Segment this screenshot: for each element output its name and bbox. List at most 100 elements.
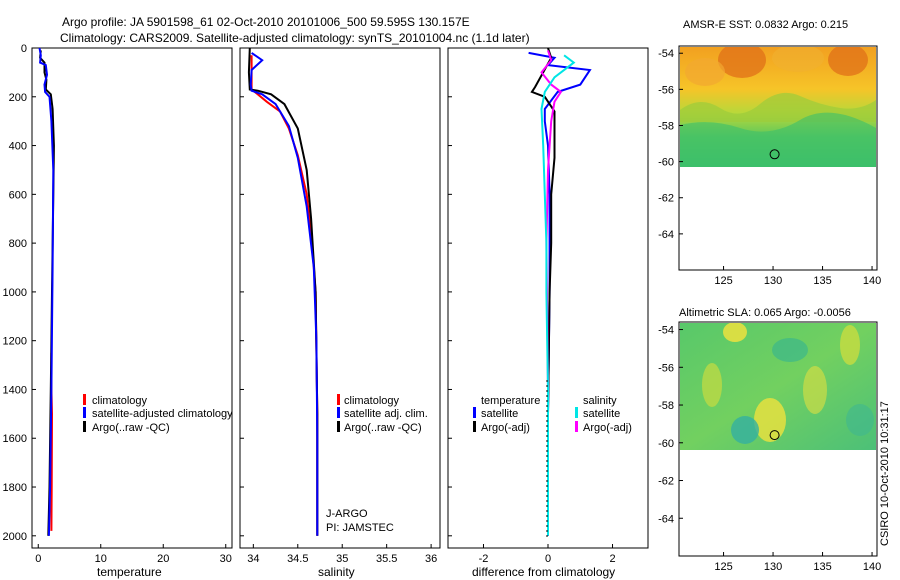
legend-title-salinity: salinity [583,395,617,407]
legend-swatch-satellite-adj [337,407,340,418]
series-line-temperature-argo-adj- [530,47,556,536]
series-line-satellite-adjusted-climatology [38,47,55,536]
salinity-xlabel: salinity [318,565,355,579]
depth-tick-label: 1800 [3,482,27,494]
watermark-text: CSIRO 10-Oct-2010 10:31:17 [879,401,891,546]
difference-series [528,47,592,536]
temperature-series [38,47,55,536]
map-lon-tick-label: 125 [714,561,732,573]
legend-label-temp-satellite: satellite [481,408,518,420]
x-tick-label: 34 [247,553,259,565]
map-lat-tick-label: -64 [658,229,674,241]
depth-tick-label: 1000 [3,287,27,299]
x-tick-label: -2 [479,553,489,565]
map-lon-tick-label: 130 [764,275,782,287]
map-lat-tick-label: -58 [658,400,674,412]
salinity-x-axis: 34 34.5 35 35.5 36 [247,544,437,565]
x-tick-label: 0 [545,553,551,565]
sst-map-axes [678,45,878,271]
depth-tick-label: 1400 [3,384,27,396]
legend-label-argo: Argo(..raw -QC) [344,422,422,434]
legend-swatch-temp-argo [473,421,476,432]
map-lat-tick-label: -56 [658,84,674,96]
sla-map-axes-ticks: -54 -56 -58 -60 -62 -64 125 130 135 140 [658,325,881,573]
x-tick-label: 35 [336,553,348,565]
depth-tick-label: 400 [9,141,27,153]
map-lat-tick-label: -60 [658,157,674,169]
map-lon-tick-label: 135 [813,561,831,573]
sla-map-axes [678,321,878,557]
series-line-climatology [250,55,319,536]
legend-swatch-climatology [83,394,86,405]
legend-swatch-argo [337,421,340,432]
depth-tick-label: 1200 [3,336,27,348]
map-lat-tick-label: -64 [658,513,674,525]
legend-title-temperature: temperature [481,395,540,407]
series-line-salinity-satellite [540,54,576,536]
x-tick-label: 30 [220,553,232,565]
difference-x-axis: -2 0 2 [479,544,616,565]
legend-clip-mask [233,398,239,422]
sla-map-field [680,323,876,450]
x-tick-label: 35.5 [376,553,397,565]
figure-title-line1: Argo profile: JA 5901598_61 02-Oct-2010 … [62,15,470,29]
legend-swatch-argo [83,421,86,432]
legend-label-temp-argo: Argo(-adj) [481,422,530,434]
x-tick-label: 36 [425,553,437,565]
legend-swatch-climatology [337,394,340,405]
legend-label-satellite-adj: satellite adj. clim. [344,408,428,420]
x-tick-label: 34.5 [287,553,308,565]
sst-profile-location-marker [769,149,780,160]
map-lat-tick-label: -54 [658,325,674,337]
depth-tick-label: 0 [21,43,27,55]
map-lon-tick-label: 125 [714,275,732,287]
x-tick-label: 20 [157,553,169,565]
legend-label-argo: Argo(..raw -QC) [92,422,170,434]
legend-swatch-temp-satellite [473,407,476,418]
sst-map-title: AMSR-E SST: 0.0832 Argo: 0.215 [683,19,848,31]
depth-tick-label: 2000 [3,531,27,543]
depth-tick-label: 200 [9,92,27,104]
series-line-temperature-satellite [528,51,592,536]
legend-label-climatology: climatology [92,395,148,407]
depth-axis: 0 200 400 600 800 1000 1200 1400 1600 1800 2000 [3,43,452,543]
map-lon-tick-label: 140 [863,275,881,287]
map-lon-tick-label: 130 [764,561,782,573]
legend-swatch-sal-satellite [575,407,578,418]
figure-title-line2: Climatology: CARS2009. Satellite-adjuste… [60,31,530,45]
sla-profile-location-marker [769,430,780,441]
depth-tick-label: 800 [9,238,27,250]
depth-tick-label: 600 [9,189,27,201]
x-tick-label: 0 [35,553,41,565]
map-lat-tick-label: -54 [658,48,674,60]
sst-map-field [680,47,876,167]
legend-label-sal-satellite: satellite [583,408,620,420]
salinity-axes [239,47,441,549]
temperature-x-axis: 0 10 20 30 [35,544,232,565]
legend-label-sal-argo: Argo(-adj) [583,422,632,434]
map-lat-tick-label: -62 [658,476,674,488]
legend-swatch-sal-argo [575,421,578,432]
salinity-series [247,47,319,536]
map-lat-tick-label: -56 [658,362,674,374]
temperature-xlabel: temperature [97,565,162,579]
x-tick-label: 2 [609,553,615,565]
x-tick-label: 10 [95,553,107,565]
series-line-satellite-adj-clim- [249,52,319,536]
legend-swatch-satellite-adjusted [83,407,86,418]
sst-map-axes-ticks: -54 -56 -58 -60 -62 -64 125 130 135 140 [658,48,881,287]
map-lon-tick-label: 140 [863,561,881,573]
sla-map-title: Altimetric SLA: 0.065 Argo: -0.0056 [679,307,851,319]
map-lat-tick-label: -58 [658,120,674,132]
map-lat-tick-label: -60 [658,438,674,450]
map-lat-tick-label: -62 [658,193,674,205]
map-lon-tick-label: 135 [813,275,831,287]
difference-legend: temperature salinity satellite Argo(-adj… [473,395,632,434]
series-line-argo-raw-qc- [247,47,319,536]
float-program-annotation: J-ARGO [326,508,368,520]
difference-xlabel: difference from climatology [472,565,615,579]
float-pi-annotation: PI: JAMSTEC [326,522,394,534]
temperature-axes [31,47,233,549]
legend-label-satellite-adjusted: satellite-adjusted climatology [92,408,233,420]
